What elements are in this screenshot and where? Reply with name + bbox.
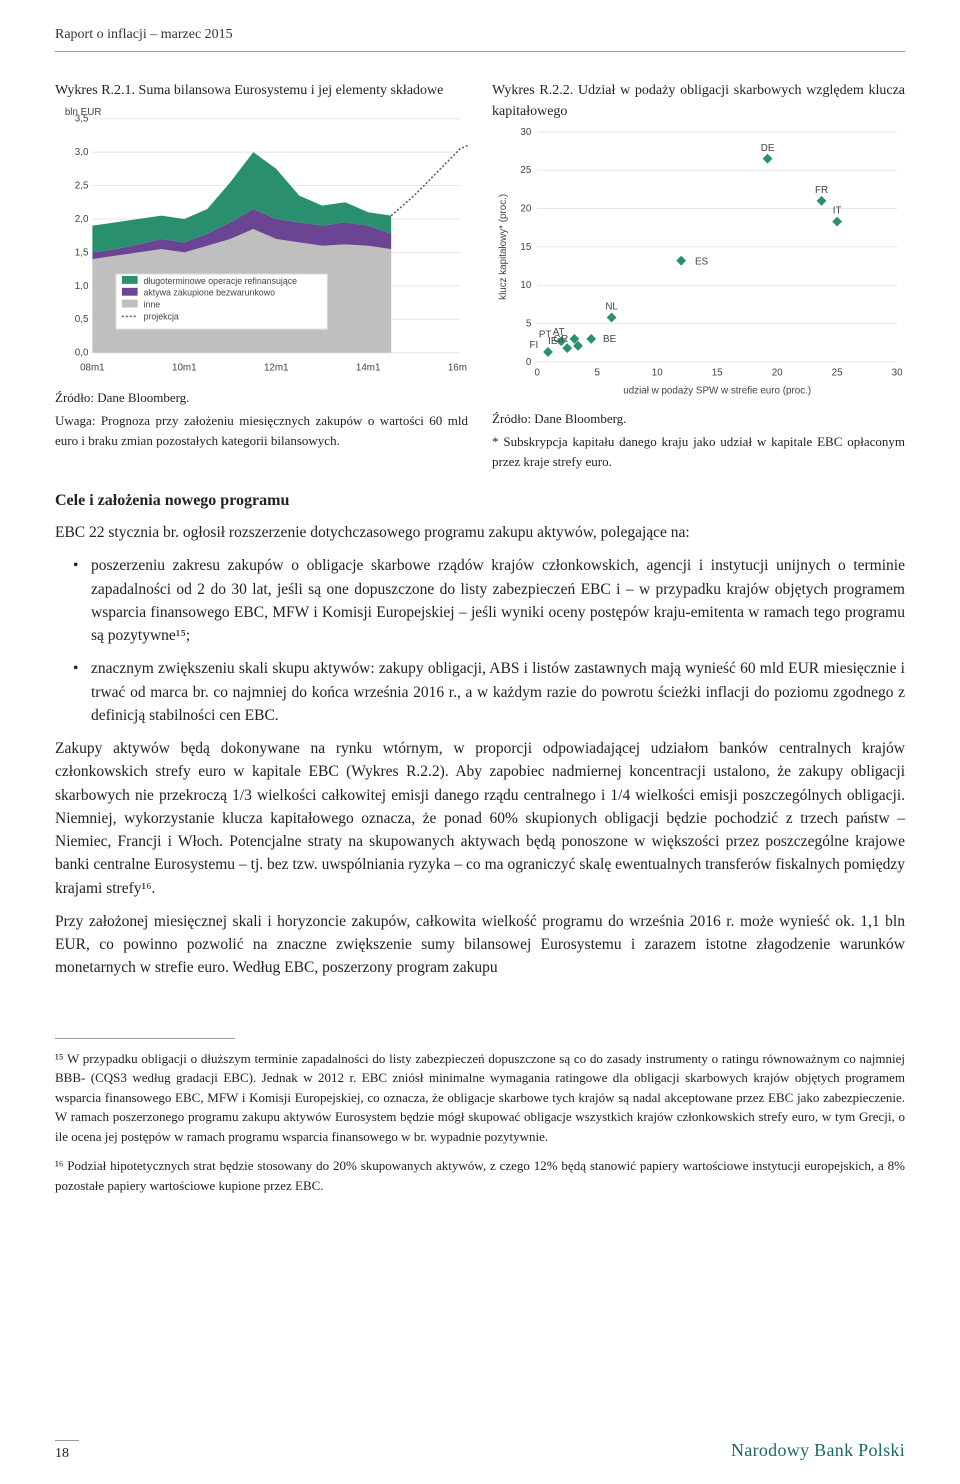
- chart-left: Wykres R.2.1. Suma bilansowa Eurosystemu…: [55, 80, 468, 471]
- svg-text:12m1: 12m1: [264, 362, 289, 373]
- svg-text:długoterminowe operacje refina: długoterminowe operacje refinansujące: [144, 276, 298, 286]
- head-rule: [55, 51, 905, 52]
- charts-row: Wykres R.2.1. Suma bilansowa Eurosystemu…: [55, 80, 905, 471]
- svg-text:16m1: 16m1: [448, 362, 468, 373]
- svg-text:25: 25: [832, 368, 843, 379]
- svg-text:projekcja: projekcja: [144, 311, 179, 321]
- svg-text:10m1: 10m1: [172, 362, 197, 373]
- chart-right-note: * Subskrypcja kapitału danego kraju jako…: [492, 432, 905, 471]
- svg-text:udział w podaży SPW w strefie: udział w podaży SPW w strefie euro (proc…: [623, 385, 811, 396]
- brand: Narodowy Bank Polski: [731, 1437, 905, 1464]
- svg-text:IT: IT: [833, 206, 842, 217]
- footnotes-rule: [55, 1038, 235, 1039]
- svg-text:15: 15: [712, 368, 723, 379]
- svg-text:3,5: 3,5: [75, 114, 89, 125]
- chart-left-caption: Wykres R.2.1. Suma bilansowa Eurosystemu…: [55, 80, 468, 101]
- page-number: 18: [55, 1443, 69, 1464]
- chart-left-note: Uwaga: Prognoza przy założeniu miesięczn…: [55, 411, 468, 450]
- svg-text:20: 20: [520, 203, 531, 214]
- svg-text:10: 10: [520, 280, 531, 291]
- svg-text:NL: NL: [605, 302, 618, 313]
- svg-text:aktywa zakupione bezwarunkowo: aktywa zakupione bezwarunkowo: [144, 288, 276, 298]
- chart-right-source: Źródło: Dane Bloomberg.: [492, 409, 905, 429]
- svg-text:14m1: 14m1: [356, 362, 381, 373]
- para-intro: EBC 22 stycznia br. ogłosił rozszerzenie…: [55, 521, 905, 544]
- svg-text:0,5: 0,5: [75, 314, 89, 325]
- footnote: ¹⁶ Podział hipotetycznych strat będzie s…: [55, 1156, 905, 1195]
- chart-right-svg-wrap: 0 5 10 15 20 25 30 0 5 10 15 20 25 30 klucz kapitałowy…: [492, 122, 905, 405]
- svg-text:FR: FR: [815, 185, 828, 196]
- para-2: Przy założonej miesięcznej skali i horyz…: [55, 910, 905, 980]
- svg-text:FI: FI: [529, 340, 538, 351]
- svg-text:30: 30: [892, 368, 903, 379]
- svg-text:PT: PT: [539, 329, 552, 340]
- page-number-tick: [55, 1440, 79, 1441]
- svg-text:20: 20: [772, 368, 783, 379]
- svg-text:1,0: 1,0: [75, 281, 89, 292]
- para-1: Zakupy aktywów będą dokonywane na rynku …: [55, 737, 905, 900]
- list-item: poszerzeniu zakresu zakupów o obligacje …: [55, 554, 905, 647]
- section-head: Cele i założenia nowego programu: [55, 489, 905, 513]
- svg-text:5: 5: [594, 368, 600, 379]
- svg-text:0: 0: [526, 357, 532, 368]
- svg-text:0,0: 0,0: [75, 348, 89, 359]
- chart-right: Wykres R.2.2. Udział w podaży obligacji …: [492, 80, 905, 471]
- chart-right-caption: Wykres R.2.2. Udział w podaży obligacji …: [492, 80, 905, 122]
- svg-text:2,5: 2,5: [75, 181, 89, 192]
- svg-text:ES: ES: [695, 257, 709, 268]
- bullet-list: poszerzeniu zakresu zakupów o obligacje …: [55, 554, 905, 727]
- chart-left-source: Źródło: Dane Bloomberg.: [55, 388, 468, 408]
- svg-text:GR: GR: [553, 334, 568, 345]
- svg-text:2,0: 2,0: [75, 214, 89, 225]
- svg-text:klucz kapitałowy* (proc.): klucz kapitałowy* (proc.): [498, 194, 509, 300]
- svg-text:30: 30: [520, 127, 531, 138]
- chart-left-svg: bln EUR0,00,51,01,52,02,53,03,508m110m11…: [55, 101, 468, 376]
- svg-text:3,0: 3,0: [75, 147, 89, 158]
- svg-text:BE: BE: [603, 334, 617, 345]
- svg-text:DE: DE: [761, 143, 775, 154]
- svg-text:25: 25: [520, 165, 531, 176]
- footnote: ¹⁵ W przypadku obligacji o dłuższym term…: [55, 1049, 905, 1147]
- svg-text:1,5: 1,5: [75, 247, 89, 258]
- svg-text:0: 0: [535, 368, 541, 379]
- footer: 18 Narodowy Bank Polski: [55, 1437, 905, 1464]
- svg-text:15: 15: [520, 242, 531, 253]
- svg-text:inne: inne: [144, 299, 161, 309]
- running-head: Raport o inflacji – marzec 2015: [55, 0, 905, 45]
- page-number-wrap: 18: [55, 1440, 79, 1464]
- list-item: znacznym zwiększeniu skali skupu aktywów…: [55, 657, 905, 727]
- svg-text:5: 5: [526, 319, 532, 330]
- chart-left-svg-wrap: bln EUR0,00,51,01,52,02,53,03,508m110m11…: [55, 101, 468, 384]
- svg-text:08m1: 08m1: [80, 362, 105, 373]
- chart-right-svg: 0 5 10 15 20 25 30 0 5 10 15 20 25 30 klucz kapitałowy…: [492, 122, 905, 397]
- svg-text:10: 10: [652, 368, 663, 379]
